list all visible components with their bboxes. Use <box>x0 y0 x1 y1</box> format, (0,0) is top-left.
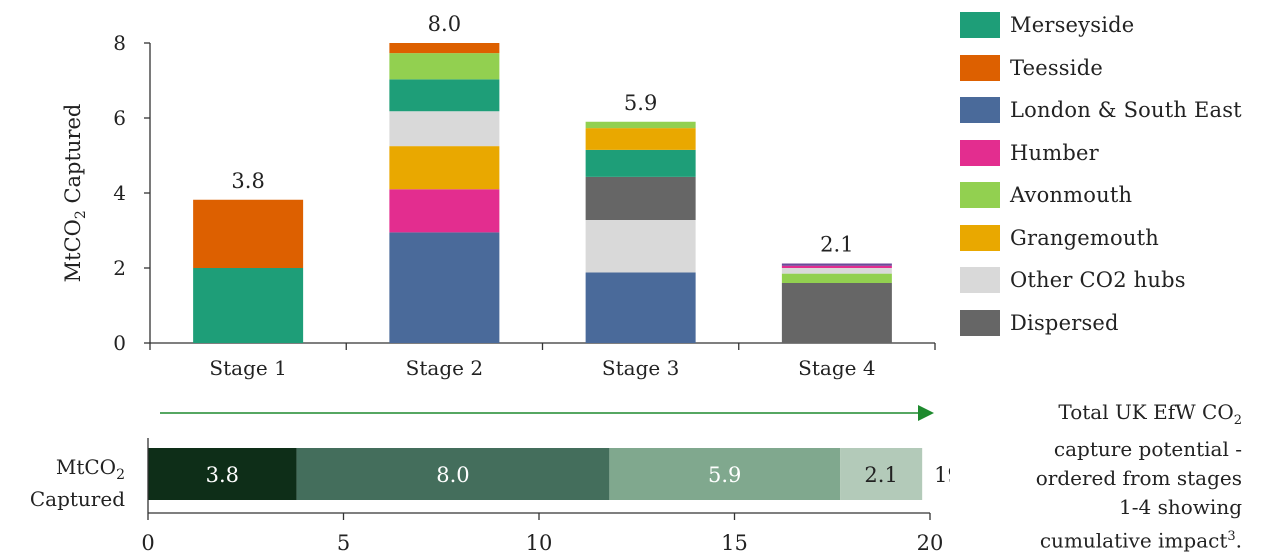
x-tick-label: Stage 3 <box>602 356 679 380</box>
legend-item: Teesside <box>960 47 1242 90</box>
legend-swatch <box>960 12 1000 39</box>
data-label: 2.1 <box>820 233 853 257</box>
legend-item: Grangemouth <box>960 217 1242 260</box>
bar-segment-dispersed <box>781 283 892 343</box>
hbar-segment <box>609 448 841 500</box>
legend-item: Humber <box>960 132 1242 175</box>
chart-note: Total UK EfW CO2 capture potential - ord… <box>1035 400 1242 553</box>
bar-segment-teesside <box>389 43 500 54</box>
legend-item: Other CO2 hubs <box>960 259 1242 302</box>
legend-swatch <box>960 267 1000 294</box>
hbar-total-label: 19.8 <box>934 463 950 487</box>
x-tick-label: Stage 2 <box>406 356 483 380</box>
y-tick-label: 8 <box>113 31 126 55</box>
bar-segment-teesside <box>193 199 304 268</box>
bar-segment-other-co2-hubs <box>389 111 500 147</box>
progress-arrow-head <box>918 405 934 421</box>
x-tick-label: Stage 4 <box>798 356 875 380</box>
hbar-data-label: 2.1 <box>864 463 897 487</box>
bar-segment-merseyside <box>585 149 696 177</box>
bar-segment-london-south-east <box>389 232 500 343</box>
bar-segment-grangemouth <box>389 146 500 190</box>
hbar-x-tick-label: 15 <box>721 531 748 555</box>
legend-swatch <box>960 182 1000 209</box>
bar-segment-avonmouth <box>781 273 892 283</box>
bar-segment-other-co2-hubs <box>781 268 892 274</box>
bar-segment-avonmouth <box>389 53 500 80</box>
x-tick-label: Stage 1 <box>209 356 286 380</box>
legend-item: Avonmouth <box>960 174 1242 217</box>
y-tick-label: 0 <box>113 331 126 355</box>
legend-swatch <box>960 309 1000 336</box>
bar-segment-merseyside <box>193 268 304 343</box>
hbar-data-label: 3.8 <box>206 463 239 487</box>
legend-label: Grangemouth <box>1010 225 1159 250</box>
bar-segment-grangemouth <box>585 128 696 150</box>
legend-label: Dispersed <box>1010 310 1119 335</box>
bar-segment-avonmouth <box>585 121 696 129</box>
data-label: 3.8 <box>231 169 264 193</box>
y-axis-label: MtCO2 Captured <box>61 104 89 283</box>
legend-label: Teesside <box>1010 55 1103 80</box>
hbar-segment <box>148 448 297 500</box>
bar-segment-humber <box>781 265 892 268</box>
hbar-x-tick-label: 5 <box>337 531 350 555</box>
y-tick-label: 2 <box>113 256 126 280</box>
hbar-x-tick-label: 20 <box>917 531 944 555</box>
hbar-segment <box>296 448 610 500</box>
bar-segment-humber <box>389 189 500 233</box>
legend-swatch <box>960 97 1000 124</box>
legend-label: Avonmouth <box>1010 183 1133 208</box>
legend-item: Dispersed <box>960 302 1242 345</box>
legend: Merseyside Teesside London & South East Hum… <box>960 4 1242 344</box>
bar-segment-other-co2-hubs <box>585 220 696 273</box>
data-label: 5.9 <box>624 91 657 115</box>
legend-label: Humber <box>1010 140 1099 165</box>
hbar-y-axis-label: MtCO2 <box>56 455 125 483</box>
legend-item: Merseyside <box>960 4 1242 47</box>
bar-segment-humber <box>781 263 892 266</box>
bar-segment-merseyside <box>389 79 500 112</box>
legend-swatch <box>960 224 1000 251</box>
data-label: 8.0 <box>428 12 461 36</box>
hbar-data-label: 5.9 <box>708 463 741 487</box>
legend-swatch <box>960 139 1000 166</box>
legend-label: London & South East <box>1010 98 1242 123</box>
hbar-y-axis-label-line2: Captured <box>30 487 125 511</box>
legend-label: Other CO2 hubs <box>1010 268 1186 293</box>
legend-item: London & South East <box>960 89 1242 132</box>
hbar-data-label: 8.0 <box>436 463 469 487</box>
legend-swatch <box>960 54 1000 81</box>
y-tick-label: 6 <box>113 106 126 130</box>
bar-segment-dispersed <box>585 176 696 220</box>
bar-segment-london-south-east <box>585 272 696 343</box>
hbar-segment <box>840 448 923 500</box>
hbar-x-tick-label: 0 <box>141 531 154 555</box>
y-tick-label: 4 <box>113 181 126 205</box>
hbar-x-tick-label: 10 <box>526 531 553 555</box>
chart-canvas: 0 2 4 6 8 MtCO2 Captured 3.8 Stage 1 8.0 Stage 2 5… <box>30 12 950 555</box>
legend-label: Merseyside <box>1010 13 1135 38</box>
